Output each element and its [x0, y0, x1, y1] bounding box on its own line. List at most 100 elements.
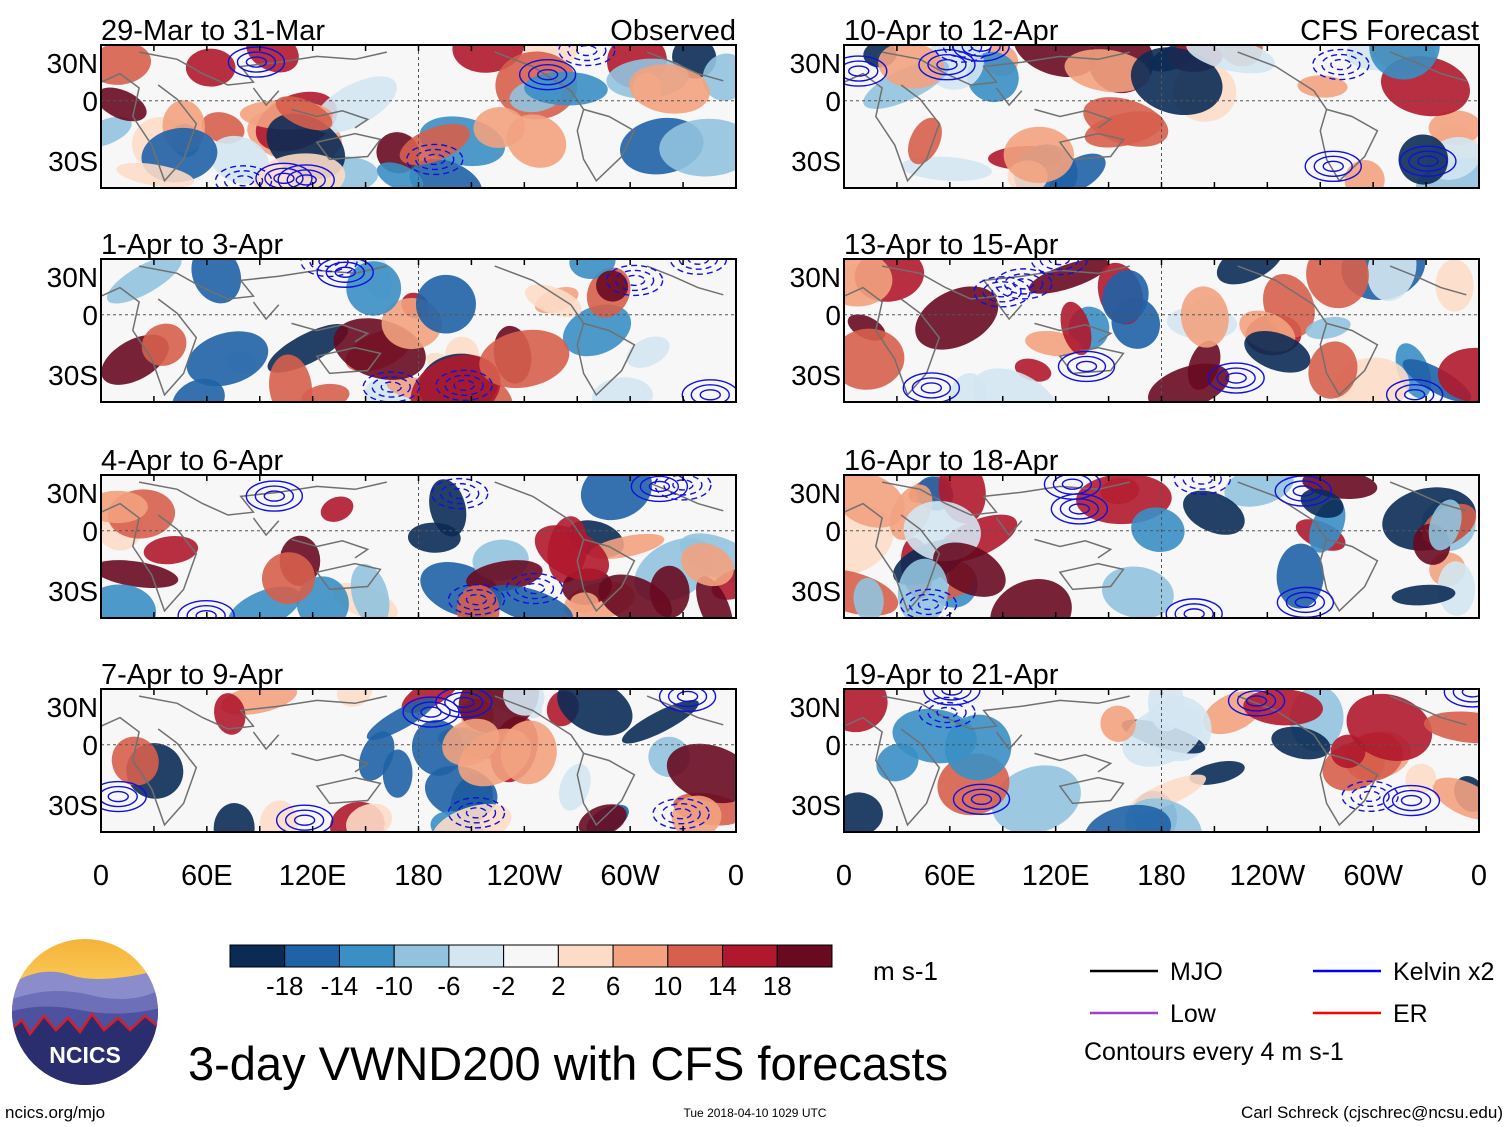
coastline — [494, 695, 585, 754]
coastline — [1319, 538, 1379, 613]
y-tick-label: 30N — [790, 692, 841, 723]
kelvin-contour — [558, 45, 616, 67]
anomaly-blob — [466, 560, 543, 593]
site-url[interactable]: ncics.org/mjo — [5, 1103, 105, 1122]
colorbar-swatch — [667, 944, 724, 968]
coastline — [1237, 51, 1328, 110]
kelvin-contour — [523, 582, 546, 595]
anomaly-blob — [301, 383, 350, 402]
map-panel: 30N 0 30S 1-Apr to 3-Apr — [47, 229, 737, 403]
anomaly-blob — [591, 377, 653, 402]
coastline — [995, 87, 1023, 107]
kelvin-contour — [177, 600, 235, 618]
kelvin-contour — [1321, 53, 1361, 76]
kelvin-contour — [444, 374, 484, 397]
anomaly-blob — [269, 354, 313, 402]
colorbar-swatch — [557, 944, 614, 968]
panel-title: 4-Apr to 6-Apr — [101, 445, 283, 477]
anomaly-blob — [358, 731, 395, 781]
kelvin-contour — [195, 610, 217, 618]
anomaly-blob — [1187, 340, 1221, 390]
anomaly-blob — [1243, 689, 1323, 726]
coastline — [291, 322, 370, 343]
kelvin-contour — [658, 689, 717, 713]
kelvin-contour — [1052, 475, 1093, 495]
kelvin-contour — [920, 382, 943, 394]
anomaly-blob — [1428, 499, 1462, 551]
anomaly-blob — [671, 795, 722, 832]
kelvin-contour — [927, 54, 967, 76]
kelvin-contour — [295, 174, 317, 186]
x-tick-label: 120W — [486, 860, 562, 892]
kelvin-contour — [1359, 790, 1381, 803]
kelvin-contour — [676, 690, 699, 703]
anomaly-blob — [101, 45, 152, 85]
kelvin-contour — [899, 588, 958, 618]
y-tick-label: 0 — [825, 86, 841, 117]
kelvin-contour — [264, 167, 304, 188]
kelvin-contour — [1408, 150, 1448, 172]
kelvin-contour — [1283, 480, 1323, 502]
kelvin-contour — [681, 379, 736, 402]
x-tick-label: 120E — [279, 860, 347, 892]
coastline — [291, 752, 370, 773]
anomaly-blob — [557, 689, 633, 736]
coastline — [1389, 51, 1467, 82]
kelvin-contour — [448, 487, 471, 500]
kelvin-contour — [952, 783, 1011, 815]
coastline — [881, 51, 1130, 86]
figure-title: 3-day VWND200 with CFS forecasts — [188, 1037, 948, 1090]
kelvin-contour — [908, 593, 949, 616]
coastline — [1389, 481, 1467, 512]
kelvin-contour — [107, 790, 129, 803]
panel-title: 7-Apr to 9-Apr — [101, 659, 283, 691]
kelvin-contour — [255, 162, 313, 188]
anomaly-blob — [111, 736, 159, 786]
anomaly-blob — [1083, 97, 1169, 147]
anomaly-blob — [626, 336, 670, 368]
colorbar-tick-label: -18 — [266, 971, 304, 1001]
coastline — [101, 72, 198, 183]
coastline — [252, 301, 280, 321]
kelvin-contour — [293, 814, 316, 826]
kelvin-contour — [652, 798, 710, 830]
anomaly-blob — [944, 714, 1012, 781]
anomaly-blob — [409, 158, 483, 188]
coastline — [646, 265, 724, 296]
kelvin-contour — [518, 58, 577, 91]
ncics-logo: NCICS — [12, 939, 158, 1085]
anomaly-blob — [1308, 341, 1358, 399]
anomaly-blob — [844, 689, 888, 733]
coastline — [315, 132, 382, 161]
colorbar-swatch — [448, 944, 505, 968]
kelvin-contour — [1294, 596, 1317, 609]
coastline — [315, 562, 382, 591]
x-tick-label: 60E — [181, 860, 233, 892]
coastline — [1058, 776, 1125, 805]
colorbar-swatch — [284, 944, 340, 968]
coastline — [844, 716, 941, 827]
kelvin-contour — [1400, 794, 1423, 807]
kelvin-contour — [918, 696, 976, 729]
x-tick-label: 60E — [924, 860, 976, 892]
panel-title: 29-Mar to 31-Mar — [101, 15, 325, 47]
y-tick-label: 0 — [825, 300, 841, 331]
coastline — [1237, 481, 1328, 540]
coastline — [494, 265, 585, 324]
kelvin-contour — [254, 485, 295, 507]
kelvin-contour — [263, 490, 286, 502]
anomaly-blob — [1122, 705, 1203, 767]
coastline — [881, 695, 1130, 730]
kelvin-contour — [456, 802, 497, 824]
y-tick-label: 30N — [47, 262, 98, 293]
kelvin-contour — [214, 165, 273, 188]
kelvin-contour — [424, 153, 446, 166]
anomaly-blob — [578, 804, 627, 832]
colorbar-swatch — [776, 944, 833, 968]
kelvin-contour — [101, 785, 138, 808]
coastline — [576, 322, 636, 397]
coastline — [1319, 752, 1379, 827]
kelvin-contour — [1312, 48, 1370, 81]
anomaly-blob — [1306, 259, 1369, 309]
